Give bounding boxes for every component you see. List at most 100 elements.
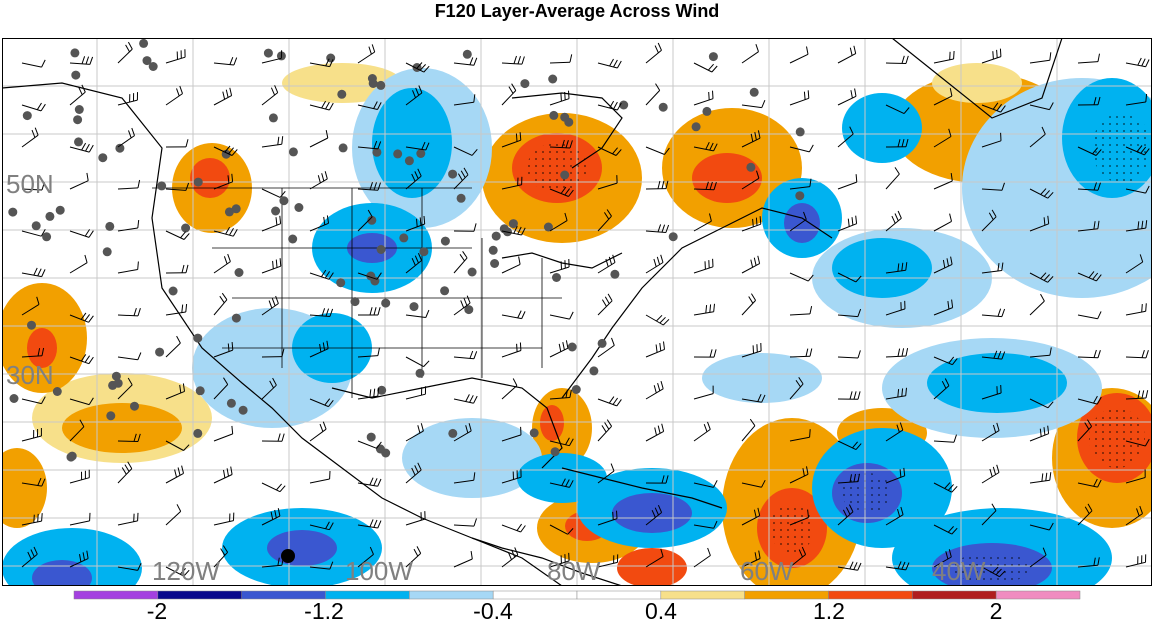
- barb-staff: [501, 230, 522, 236]
- barb-feather: [942, 259, 946, 268]
- barb-feather: [995, 568, 1002, 576]
- barb-feather: [281, 348, 285, 357]
- barb-feather: [901, 262, 904, 271]
- wind-barb: [357, 44, 376, 64]
- wind-barb: [1125, 145, 1150, 156]
- station-dot: [74, 137, 83, 147]
- barb-feather: [460, 170, 466, 178]
- barb-feather: [416, 218, 418, 227]
- barb-feather: [1040, 188, 1047, 195]
- barb-staff: [645, 430, 664, 442]
- station-dot: [440, 286, 450, 296]
- barb-feather: [321, 100, 327, 109]
- barb-staff: [693, 146, 714, 152]
- wind-barb: [357, 546, 374, 568]
- wind-barb: [501, 256, 521, 274]
- barb-feather: [560, 186, 567, 194]
- wind-barb: [1029, 425, 1050, 442]
- barb-feather: [469, 395, 474, 403]
- barb-feather: [905, 562, 910, 571]
- barb-staff: [1029, 223, 1049, 232]
- barb-feather: [897, 263, 900, 272]
- barb-staff: [309, 398, 329, 408]
- barb-feather: [177, 467, 181, 476]
- barb-feather: [227, 343, 230, 352]
- barb-feather: [226, 468, 229, 477]
- wind-barb: [741, 479, 766, 488]
- barb-staff: [837, 95, 857, 106]
- barb-feather: [1097, 53, 1100, 62]
- barb-feather: [755, 217, 758, 226]
- barb-feather: [127, 377, 133, 386]
- wind-barb: [741, 418, 756, 442]
- barb-feather: [220, 548, 226, 556]
- barb-feather: [231, 149, 238, 156]
- wind-barb: [549, 389, 572, 400]
- barb-feather: [459, 254, 465, 262]
- station-dot: [288, 234, 298, 244]
- station-dot: [564, 117, 574, 127]
- barb-staff: [741, 350, 762, 358]
- barb-feather: [221, 292, 228, 300]
- station-dot: [619, 100, 629, 110]
- barb-feather: [81, 56, 86, 65]
- barb-feather: [1093, 557, 1096, 566]
- barb-staff: [405, 393, 426, 400]
- barb-feather: [754, 132, 757, 141]
- barb-staff: [213, 62, 234, 66]
- barb-staff: [693, 482, 714, 488]
- barb-feather: [185, 264, 189, 273]
- wind-barb: [1029, 126, 1046, 148]
- barb-feather: [997, 308, 1002, 317]
- barb-feather: [665, 224, 670, 233]
- barb-feather: [31, 129, 36, 138]
- significance-stipple: [842, 473, 892, 513]
- barb-staff: [837, 511, 854, 526]
- wind-barb: [1125, 93, 1148, 106]
- barb-feather: [463, 297, 468, 306]
- barb-feather: [279, 215, 282, 224]
- barb-staff: [165, 342, 181, 358]
- station-dot: [288, 147, 298, 157]
- barb-staff: [837, 272, 857, 283]
- barb-staff: [885, 217, 902, 232]
- barb-staff: [645, 388, 664, 400]
- wind-barb: [501, 547, 519, 568]
- barb-staff: [453, 62, 474, 66]
- barb-feather: [521, 311, 526, 319]
- barb-staff: [309, 62, 330, 68]
- barb-feather: [84, 355, 91, 363]
- barb-feather: [414, 171, 419, 179]
- barb-feather: [78, 87, 83, 95]
- barb-staff: [597, 215, 612, 232]
- wind-barb: [885, 55, 909, 64]
- barb-staff: [261, 92, 279, 106]
- wind-barb: [693, 349, 717, 358]
- barb-feather: [181, 304, 184, 313]
- barb-feather: [41, 513, 43, 522]
- barb-staff: [885, 475, 905, 484]
- barb-staff: [789, 355, 811, 358]
- barb-feather: [369, 519, 374, 527]
- barb-feather: [946, 258, 949, 267]
- wind-barb: [21, 267, 46, 278]
- significance-stipple: [1089, 408, 1145, 468]
- wind-barb: [21, 102, 46, 112]
- barb-feather: [227, 175, 230, 184]
- barb-staff: [981, 314, 1002, 318]
- barb-feather: [703, 424, 708, 432]
- barb-feather: [857, 391, 861, 400]
- barb-staff: [117, 468, 133, 484]
- barb-feather: [377, 102, 382, 110]
- barb-feather: [131, 127, 135, 136]
- barb-feather: [40, 229, 46, 237]
- barb-staff: [645, 49, 662, 64]
- wind-barb: [645, 341, 665, 358]
- barb-feather: [1042, 547, 1047, 556]
- wind-barb: [885, 262, 908, 274]
- shading-contour: [62, 403, 182, 453]
- barb-feather: [79, 419, 85, 427]
- colorbar-tick-label: 2: [990, 598, 1003, 622]
- barb-feather: [231, 425, 234, 434]
- barb-staff: [117, 384, 133, 400]
